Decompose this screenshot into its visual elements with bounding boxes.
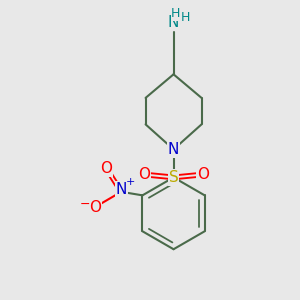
Text: N: N <box>167 15 179 30</box>
Text: H: H <box>171 7 181 20</box>
Text: −: − <box>80 198 90 211</box>
Text: N: N <box>168 142 179 157</box>
Text: S: S <box>169 170 178 185</box>
Text: H: H <box>181 11 190 24</box>
Text: N: N <box>116 182 127 197</box>
Text: +: + <box>126 177 135 188</box>
Text: O: O <box>100 161 112 176</box>
Text: O: O <box>89 200 101 214</box>
Text: O: O <box>197 167 209 182</box>
Text: O: O <box>138 167 150 182</box>
